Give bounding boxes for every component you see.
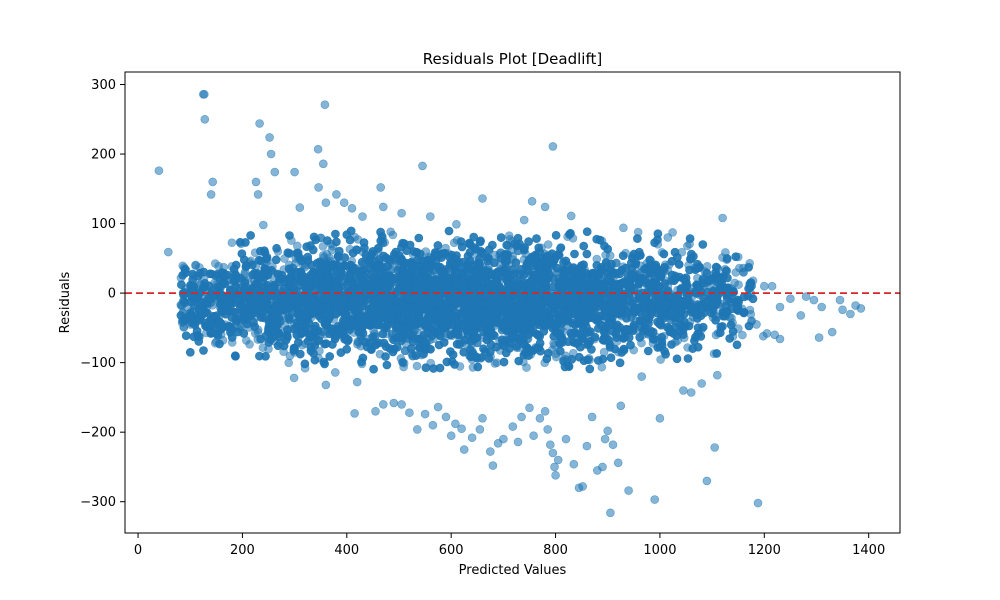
scatter-point — [449, 238, 459, 248]
scatter-point — [284, 358, 294, 368]
scatter-point — [227, 238, 237, 247]
scatter-point — [412, 361, 422, 371]
scatter-point — [318, 242, 328, 251]
scatter-point — [522, 363, 531, 372]
scatter-point — [211, 259, 220, 268]
scatter-point — [738, 330, 747, 340]
scatter-points — [154, 90, 866, 518]
chart-title: Residuals Plot [Deadlift] — [423, 50, 602, 68]
scatter-point — [492, 358, 502, 368]
scatter-point — [731, 268, 741, 277]
scatter-point — [543, 240, 553, 249]
scatter-point — [656, 355, 665, 364]
scatter-point — [191, 260, 200, 270]
scatter-point — [386, 227, 396, 237]
scatter-point — [258, 343, 268, 353]
scatter-point — [734, 280, 743, 290]
scatter-point — [245, 339, 254, 349]
